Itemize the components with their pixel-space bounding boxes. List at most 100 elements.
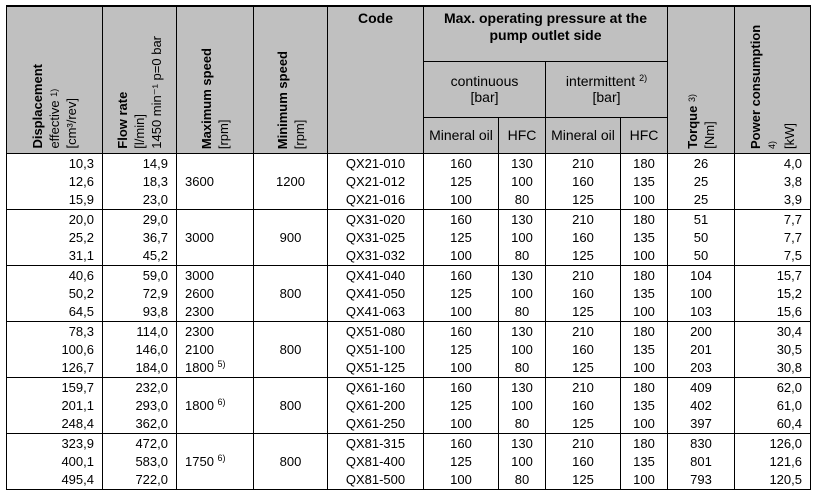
value: 100 bbox=[499, 229, 545, 247]
cell-flow: 114,0 146,0 184,0 bbox=[102, 321, 177, 378]
value: 2300 bbox=[185, 303, 253, 321]
value-text: QX31-025 bbox=[345, 229, 406, 245]
value: 135 bbox=[621, 397, 667, 415]
value: 210 bbox=[546, 211, 620, 229]
value-text: 130 bbox=[511, 435, 533, 451]
value-text: QX31-020 bbox=[345, 211, 406, 227]
value: 130 bbox=[499, 379, 545, 397]
value-text: QX41-063 bbox=[345, 303, 406, 319]
value: 45,2 bbox=[103, 247, 168, 265]
value: 200 bbox=[668, 323, 734, 341]
value: QX21-010 bbox=[328, 155, 423, 173]
header-min-speed: Minimum speed [rpm] bbox=[253, 5, 328, 154]
value-text: 130 bbox=[511, 155, 533, 171]
value-text: 100 bbox=[511, 397, 533, 413]
footnote-ref: 2) bbox=[639, 73, 648, 84]
power-title: Power consumption bbox=[748, 24, 763, 149]
displacement-effective: effective bbox=[47, 100, 62, 149]
value-text: 210 bbox=[572, 267, 594, 283]
value-text: 210 bbox=[572, 211, 594, 227]
value: 1750 6) bbox=[185, 453, 253, 471]
value: 72,9 bbox=[103, 285, 168, 303]
value: 135 bbox=[621, 453, 667, 471]
cell-cont-hfc: 130 100 80 bbox=[498, 377, 546, 434]
value: QX41-040 bbox=[328, 267, 423, 285]
value: 201,1 bbox=[7, 397, 94, 415]
value-text: 29,0 bbox=[142, 211, 168, 227]
value: 160 bbox=[424, 435, 498, 453]
value-text: 72,9 bbox=[142, 285, 168, 301]
intermittent-unit: [bar] bbox=[592, 89, 621, 106]
value: 100 bbox=[621, 471, 667, 489]
value: 7,7 bbox=[735, 229, 802, 247]
value-text: 100 bbox=[633, 359, 655, 375]
value: 210 bbox=[546, 267, 620, 285]
value-text: 103 bbox=[690, 303, 712, 319]
value: 100 bbox=[499, 397, 545, 415]
value-text: 135 bbox=[633, 397, 655, 413]
value: 472,0 bbox=[103, 435, 168, 453]
value: 100 bbox=[499, 453, 545, 471]
value-text: 121,6 bbox=[769, 453, 802, 469]
table-row-group: 10,3 12,6 15,9 14,9 18,3 23,0 3600 1200 QX21-010… bbox=[6, 153, 811, 210]
value: 293,0 bbox=[103, 397, 168, 415]
max-speed-unit: [rpm] bbox=[216, 119, 231, 149]
value: 62,0 bbox=[735, 379, 802, 397]
value: 210 bbox=[546, 323, 620, 341]
value-text: 160 bbox=[572, 341, 594, 357]
pump-spec-table: Displacement effective 1) [cm³/rev] Flow… bbox=[6, 5, 811, 490]
value: 160 bbox=[546, 285, 620, 303]
continuous-title: continuous bbox=[450, 73, 519, 90]
value-text: 80 bbox=[514, 303, 530, 319]
value-text: 15,2 bbox=[776, 285, 802, 301]
value-text: 830 bbox=[690, 435, 712, 451]
cell-code: QX61-160 QX61-200 QX61-250 bbox=[327, 377, 424, 434]
value-text: 3,8 bbox=[783, 173, 802, 189]
cell-int-hfc: 180 135 100 bbox=[620, 377, 668, 434]
value-text: 125 bbox=[572, 247, 594, 263]
value: 15,9 bbox=[7, 191, 94, 209]
value-text: 30,8 bbox=[776, 359, 802, 375]
value-text: 100 bbox=[450, 303, 472, 319]
value: 100 bbox=[424, 303, 498, 321]
value: 36,7 bbox=[103, 229, 168, 247]
value: 180 bbox=[621, 211, 667, 229]
value-text: 100 bbox=[633, 415, 655, 431]
value: 126,7 bbox=[7, 359, 94, 377]
header-pressure: Max. operating pressure at the pump outl… bbox=[423, 5, 668, 63]
cell-int-oil: 210 160 125 bbox=[545, 265, 621, 322]
value-text: 23,0 bbox=[142, 191, 168, 207]
header-max-speed: Maximum speed [rpm] bbox=[176, 5, 254, 154]
cell-torque: 200 201 203 bbox=[667, 321, 735, 378]
value-text: 210 bbox=[572, 379, 594, 395]
value-text: 180 bbox=[633, 379, 655, 395]
value: 18,3 bbox=[103, 173, 168, 191]
value-text: 160 bbox=[450, 155, 472, 171]
value-text: 160 bbox=[572, 173, 594, 189]
cell-int-hfc: 180 135 100 bbox=[620, 433, 668, 490]
cell-cont-oil: 160 125 100 bbox=[423, 209, 499, 266]
cell-power: 126,0 121,6 120,5 bbox=[734, 433, 811, 490]
value-text: QX81-400 bbox=[345, 453, 406, 469]
value: QX81-400 bbox=[328, 453, 423, 471]
value-text: 793 bbox=[690, 471, 712, 487]
value: 59,0 bbox=[103, 267, 168, 285]
power-unit: [kW] bbox=[782, 123, 797, 149]
value: 120,5 bbox=[735, 471, 802, 489]
cell-min-speed: 1200 bbox=[253, 153, 328, 210]
value: 10,3 bbox=[7, 155, 94, 173]
value-text: 10,3 bbox=[68, 155, 94, 171]
value: QX81-500 bbox=[328, 471, 423, 489]
value: QX51-125 bbox=[328, 359, 423, 377]
value: QX21-016 bbox=[328, 191, 423, 209]
cell-cont-oil: 160 125 100 bbox=[423, 321, 499, 378]
value-text: QX81-500 bbox=[345, 471, 406, 487]
value: 397 bbox=[668, 415, 734, 433]
cell-code: QX21-010 QX21-012 QX21-016 bbox=[327, 153, 424, 210]
value: 125 bbox=[546, 471, 620, 489]
value-text: 409 bbox=[690, 379, 712, 395]
value: 3,8 bbox=[735, 173, 802, 191]
value-text: 12,6 bbox=[68, 173, 94, 189]
table-row-group: 159,7 201,1 248,4 232,0 293,0 362,0 1800 6) 800… bbox=[6, 377, 811, 434]
value: 160 bbox=[546, 341, 620, 359]
